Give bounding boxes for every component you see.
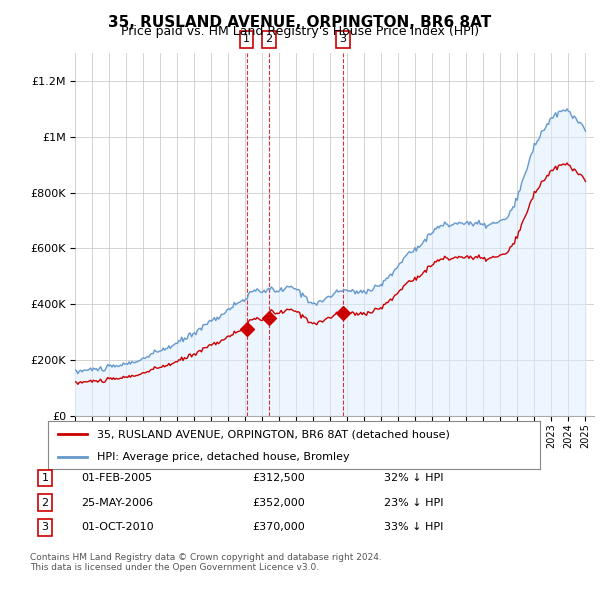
Text: 1: 1 [41, 473, 49, 483]
Text: 32% ↓ HPI: 32% ↓ HPI [384, 473, 443, 483]
Text: £370,000: £370,000 [252, 523, 305, 532]
Text: 3: 3 [340, 34, 347, 44]
Point [338, 308, 348, 317]
Text: 01-OCT-2010: 01-OCT-2010 [81, 523, 154, 532]
Text: 35, RUSLAND AVENUE, ORPINGTON, BR6 8AT (detached house): 35, RUSLAND AVENUE, ORPINGTON, BR6 8AT (… [97, 429, 450, 439]
Text: Price paid vs. HM Land Registry's House Price Index (HPI): Price paid vs. HM Land Registry's House … [121, 25, 479, 38]
Text: 1: 1 [243, 34, 250, 44]
Text: 33% ↓ HPI: 33% ↓ HPI [384, 523, 443, 532]
Text: 35, RUSLAND AVENUE, ORPINGTON, BR6 8AT: 35, RUSLAND AVENUE, ORPINGTON, BR6 8AT [109, 15, 491, 30]
Text: 23% ↓ HPI: 23% ↓ HPI [384, 498, 443, 507]
Text: 2: 2 [41, 498, 49, 507]
Text: £312,500: £312,500 [252, 473, 305, 483]
Point [264, 313, 274, 322]
Text: 25-MAY-2006: 25-MAY-2006 [81, 498, 153, 507]
Text: 2: 2 [265, 34, 272, 44]
Text: HPI: Average price, detached house, Bromley: HPI: Average price, detached house, Brom… [97, 452, 350, 462]
Point [242, 324, 251, 333]
Text: This data is licensed under the Open Government Licence v3.0.: This data is licensed under the Open Gov… [30, 563, 319, 572]
Text: Contains HM Land Registry data © Crown copyright and database right 2024.: Contains HM Land Registry data © Crown c… [30, 553, 382, 562]
Text: 3: 3 [41, 523, 49, 532]
Text: £352,000: £352,000 [252, 498, 305, 507]
Text: 01-FEB-2005: 01-FEB-2005 [81, 473, 152, 483]
